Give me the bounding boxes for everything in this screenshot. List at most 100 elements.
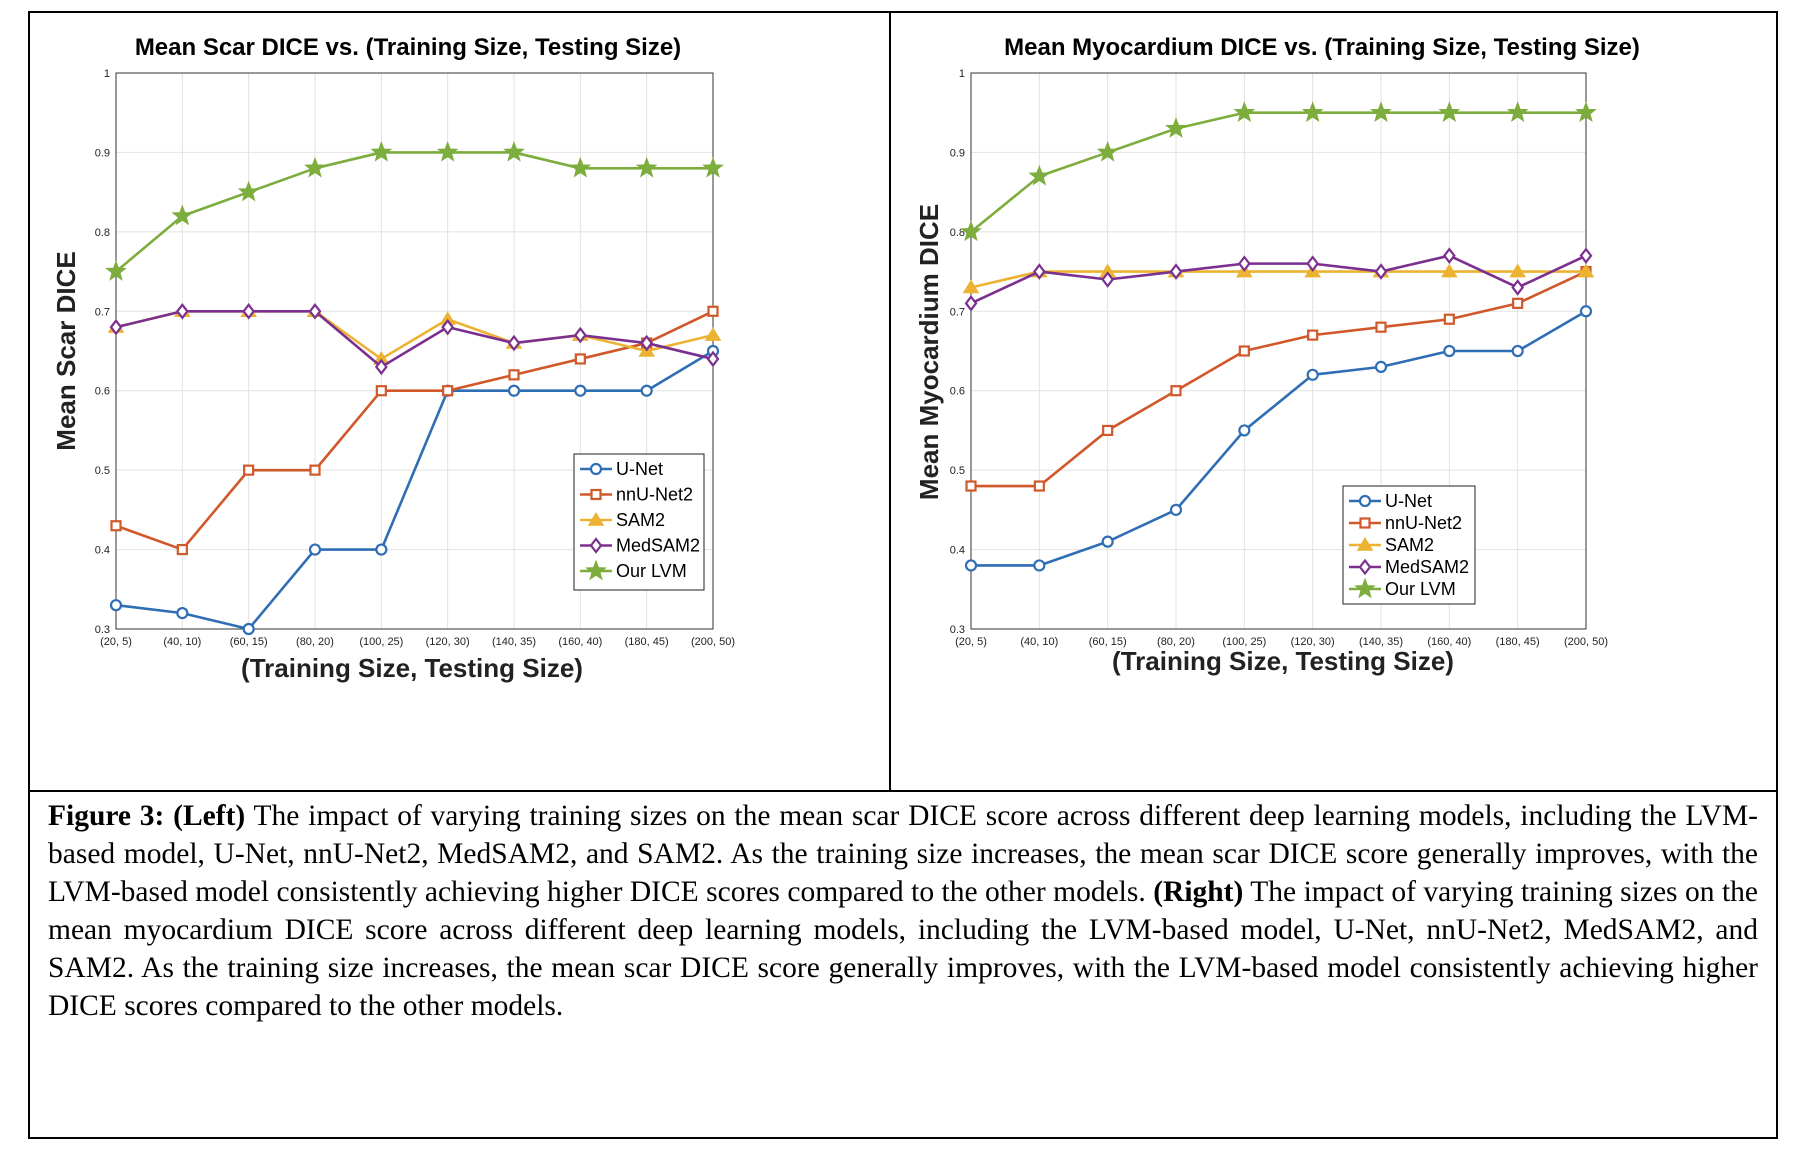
data-point-our-lvm bbox=[1028, 164, 1051, 186]
data-point-u-net bbox=[1238, 424, 1251, 437]
data-point-our-lvm bbox=[105, 260, 127, 281]
data-point-our-lvm bbox=[171, 204, 194, 226]
data-point-nnu-net2 bbox=[1375, 321, 1387, 333]
caption-left-label: (Left) bbox=[173, 800, 246, 832]
data-point-u-net bbox=[640, 384, 653, 397]
y-axis-label: Mean Myocardium DICE bbox=[914, 204, 944, 500]
data-point-medsam2 bbox=[175, 302, 189, 320]
x-tick-label: (20, 5) bbox=[955, 636, 987, 648]
x-tick-label: (200, 50) bbox=[691, 636, 735, 648]
data-point-nnu-net2 bbox=[1238, 345, 1250, 357]
legend-marker-nnu-net2 bbox=[1359, 517, 1371, 529]
data-point-medsam2 bbox=[1579, 247, 1593, 264]
legend-label-medsam2: MedSAM2 bbox=[616, 536, 700, 556]
plot-area bbox=[970, 72, 1587, 630]
data-point-nnu-net2 bbox=[1033, 480, 1045, 492]
y-ticks: 0.3 0.4 0.5 0.6 0.7 0.8 0.9 1 bbox=[95, 68, 110, 636]
data-point-medsam2 bbox=[1306, 255, 1320, 272]
y-tick-label: 0.8 bbox=[95, 227, 110, 239]
data-point-sam2 bbox=[962, 279, 980, 294]
data-point-our-lvm bbox=[1301, 101, 1324, 122]
data-point-medsam2 bbox=[1101, 271, 1115, 288]
data-point-nnu-net2 bbox=[1170, 385, 1182, 397]
data-point-u-net bbox=[1443, 344, 1456, 358]
y-tick-label: 0.4 bbox=[95, 545, 110, 557]
data-point-sam2 bbox=[1577, 263, 1595, 278]
series-line-u-net bbox=[115, 349, 714, 631]
caption-left-text: The impact of varying training sizes on … bbox=[48, 800, 1759, 908]
data-point-nnu-net2 bbox=[1102, 424, 1114, 437]
data-point-nnu-net2 bbox=[110, 520, 122, 532]
legend-label-u-net: U-Net bbox=[616, 459, 663, 479]
data-point-our-lvm bbox=[635, 156, 658, 178]
data-point-our-lvm bbox=[503, 141, 525, 162]
data-point-nnu-net2 bbox=[508, 369, 520, 381]
legend: U-Net nnU-Net2 SAM2 MedSAM2 Our LVM bbox=[573, 453, 705, 591]
x-tick-label: (200, 50) bbox=[1564, 636, 1608, 648]
data-point-nnu-net2 bbox=[1512, 297, 1524, 309]
data-point-medsam2 bbox=[1442, 247, 1456, 264]
legend-label-nnu-net2: nnU-Net2 bbox=[1385, 513, 1462, 533]
data-point-our-lvm bbox=[1096, 141, 1119, 162]
data-point-u-net bbox=[176, 607, 189, 620]
y-tick-label: 0.3 bbox=[950, 624, 965, 636]
data-point-nnu-net2 bbox=[442, 385, 454, 397]
chart-title: Mean Myocardium DICE vs. (Training Size,… bbox=[1004, 34, 1640, 61]
y-tick-label: 0.6 bbox=[95, 386, 110, 398]
caption-right-text: The impact of varying training sizes on … bbox=[48, 876, 1758, 1022]
data-point-our-lvm bbox=[1233, 101, 1256, 122]
legend-marker-medsam2 bbox=[1358, 558, 1372, 576]
chart-title: Mean Scar DICE vs. (Training Size, Testi… bbox=[135, 34, 681, 61]
data-point-u-net bbox=[1579, 305, 1593, 318]
x-ticks: (20, 5) (40, 10) (60, 15) (80, 20) (100, 25)… bbox=[955, 636, 1608, 648]
x-tick-label: (40, 10) bbox=[1020, 636, 1058, 648]
figure-frame bbox=[28, 11, 1778, 1139]
data-point-sam2 bbox=[1440, 263, 1458, 278]
data-point-medsam2 bbox=[1169, 263, 1183, 280]
data-point-medsam2 bbox=[109, 318, 123, 336]
series-line-u-net bbox=[971, 310, 1587, 567]
legend-label-u-net: U-Net bbox=[1385, 491, 1432, 511]
data-point-u-net bbox=[574, 384, 587, 397]
x-tick-label: (100, 25) bbox=[1222, 636, 1266, 648]
data-point-nnu-net2 bbox=[574, 353, 586, 365]
data-point-nnu-net2 bbox=[309, 464, 321, 476]
data-point-medsam2 bbox=[640, 334, 654, 352]
y-tick-label: 0.5 bbox=[95, 465, 110, 477]
x-tick-label: (60, 15) bbox=[230, 636, 268, 648]
x-tick-label: (100, 25) bbox=[359, 636, 403, 648]
data-point-medsam2 bbox=[573, 326, 587, 344]
x-ticks: (20, 5) (40, 10) (60, 15) (80, 20) (100, 25)… bbox=[100, 636, 735, 648]
legend-marker-sam2 bbox=[1356, 537, 1374, 551]
y-tick-label: 1 bbox=[104, 68, 110, 80]
legend-label-nnu-net2: nnU-Net2 bbox=[616, 485, 693, 505]
x-tick-label: (160, 40) bbox=[558, 636, 602, 648]
y-ticks: 0.3 0.4 0.5 0.6 0.7 0.8 0.9 1 bbox=[950, 68, 965, 636]
data-point-u-net bbox=[242, 622, 255, 636]
data-point-medsam2 bbox=[1032, 263, 1046, 280]
x-tick-label: (180, 45) bbox=[1496, 636, 1540, 648]
legend-marker-sam2 bbox=[587, 512, 605, 526]
legend-marker-medsam2 bbox=[589, 537, 603, 554]
legend-label-our-lvm: Our LVM bbox=[1385, 579, 1456, 599]
caption-figure-label: Figure 3: bbox=[48, 800, 165, 832]
data-point-our-lvm bbox=[1165, 117, 1187, 138]
data-point-medsam2 bbox=[374, 358, 388, 376]
y-tick-label: 0.7 bbox=[95, 306, 110, 318]
legend-marker-nnu-net2 bbox=[590, 488, 602, 501]
series-line-nnu-net2 bbox=[971, 270, 1587, 488]
data-point-our-lvm bbox=[1370, 101, 1392, 122]
data-point-u-net bbox=[1169, 503, 1183, 516]
series-layer bbox=[105, 141, 724, 636]
data-point-medsam2 bbox=[1374, 263, 1388, 280]
data-point-nnu-net2 bbox=[707, 305, 719, 317]
data-point-sam2 bbox=[1509, 263, 1527, 278]
data-point-nnu-net2 bbox=[176, 543, 188, 556]
data-point-u-net bbox=[1101, 535, 1114, 548]
x-tick-label: (180, 45) bbox=[625, 636, 669, 648]
data-point-u-net bbox=[1374, 360, 1388, 373]
x-tick-label: (40, 10) bbox=[163, 636, 201, 648]
data-point-our-lvm bbox=[960, 220, 982, 242]
data-point-medsam2 bbox=[706, 350, 720, 368]
legend-marker-our-lvm bbox=[585, 559, 607, 581]
